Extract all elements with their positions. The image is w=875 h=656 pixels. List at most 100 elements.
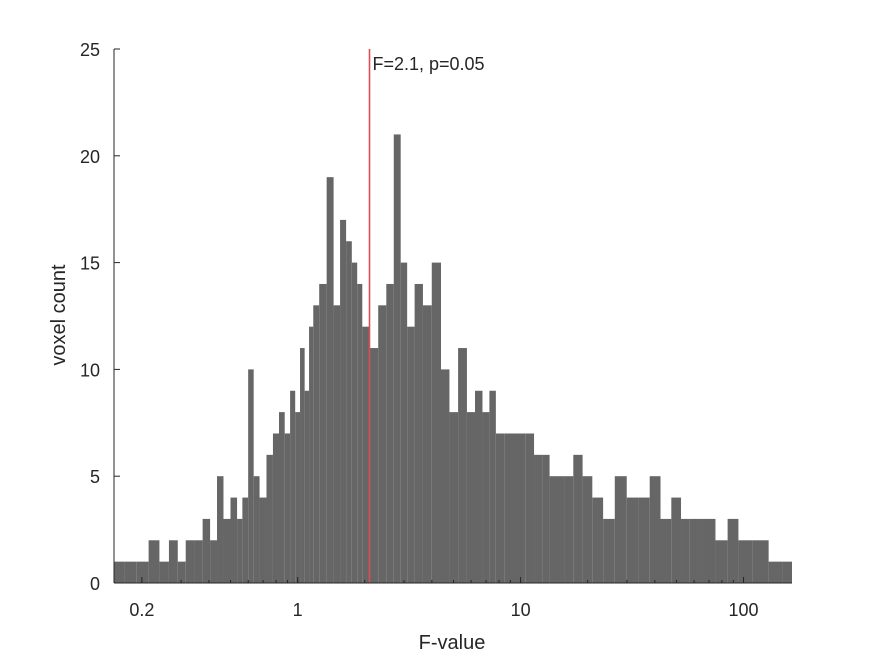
- histogram-bar: [582, 476, 593, 583]
- histogram-bar: [114, 561, 125, 583]
- histogram-bar: [727, 518, 739, 583]
- histogram-bar: [369, 348, 379, 583]
- histogram-bar: [168, 540, 178, 583]
- histogram-bar: [542, 454, 550, 583]
- y-tick-label: 25: [80, 40, 100, 60]
- y-axis-label: voxel count: [48, 264, 70, 366]
- histogram-bar: [738, 540, 753, 583]
- histogram-bar: [431, 262, 442, 583]
- histogram-bar: [340, 219, 347, 583]
- histogram-bar: [346, 241, 352, 584]
- y-tick-label: 10: [80, 360, 100, 380]
- histogram-bar: [689, 518, 702, 583]
- histogram-bar: [202, 518, 211, 583]
- histogram-bar: [414, 283, 423, 583]
- x-axis-label: F-value: [419, 632, 486, 654]
- histogram-bars: [114, 134, 792, 584]
- histogram-bar: [194, 540, 203, 583]
- histogram-bar: [290, 390, 296, 583]
- histogram-bar: [295, 412, 301, 583]
- histogram-bar: [564, 476, 574, 583]
- histogram-bar: [701, 518, 716, 583]
- histogram-bar: [159, 561, 169, 583]
- histogram-bar: [495, 433, 505, 583]
- histogram-bar: [466, 412, 476, 583]
- histogram-bar: [534, 454, 543, 583]
- y-tick-label: 0: [90, 574, 100, 594]
- histogram-bar: [515, 433, 526, 583]
- histogram-bar: [284, 433, 291, 583]
- histogram-bar: [351, 262, 358, 583]
- histogram-bar: [210, 540, 218, 583]
- histogram-bar: [319, 283, 327, 583]
- x-tick-label: 0.2: [129, 600, 154, 620]
- histogram-bar: [242, 497, 249, 583]
- histogram-bar: [573, 454, 583, 583]
- histogram-bar: [253, 476, 260, 583]
- x-tick-label: 1: [293, 600, 303, 620]
- x-tick-label: 10: [511, 600, 531, 620]
- histogram-bar: [649, 476, 661, 583]
- histogram-bar: [333, 305, 341, 583]
- histogram-bar: [362, 326, 370, 583]
- histogram-bar: [177, 561, 186, 583]
- histogram-bar: [272, 433, 279, 583]
- histogram-bar: [237, 518, 243, 583]
- histogram-bar: [357, 283, 363, 583]
- histogram-bar: [614, 476, 627, 583]
- x-tick-label: 100: [728, 600, 758, 620]
- histogram-bar: [592, 497, 604, 583]
- y-tick-label: 5: [90, 467, 100, 487]
- histogram-bar: [422, 305, 432, 583]
- histogram-bar: [400, 262, 408, 583]
- histogram-bar: [217, 476, 224, 583]
- histogram-bar: [441, 369, 450, 583]
- threshold-label: F=2.1, p=0.05: [372, 54, 484, 74]
- histogram-bar: [603, 518, 615, 583]
- histogram-bar: [715, 540, 728, 583]
- histogram-bar: [300, 348, 305, 583]
- histogram-bar: [752, 540, 769, 583]
- histogram-bar: [626, 497, 639, 583]
- histogram-bar: [279, 412, 285, 583]
- histogram-bar: [638, 497, 650, 583]
- histogram-bar: [671, 497, 682, 583]
- histogram-bar: [525, 433, 535, 583]
- histogram-bar: [223, 518, 231, 583]
- axes: 0 5 10 15 20 25 0.2 1 10 100: [80, 40, 792, 620]
- histogram-bar: [449, 412, 459, 583]
- histogram-bar: [458, 348, 467, 583]
- y-tick-label: 15: [80, 254, 100, 274]
- histogram-bar: [407, 326, 415, 583]
- histogram-bar: [185, 540, 195, 583]
- histogram-bar: [124, 561, 137, 583]
- histogram-bar: [482, 412, 490, 583]
- histogram-bar: [489, 390, 496, 583]
- histogram-bar: [393, 134, 401, 583]
- histogram-bar: [475, 390, 483, 583]
- histogram-bar: [230, 497, 238, 583]
- y-axis-ticks: 0 5 10 15 20 25: [80, 40, 120, 594]
- histogram-bar: [148, 540, 160, 583]
- histogram-bar: [556, 476, 565, 583]
- histogram-bar: [266, 454, 273, 583]
- histogram-bar: [782, 561, 792, 583]
- x-axis-ticks: 0.2 1 10 100: [129, 577, 759, 620]
- threshold-marker: F=2.1, p=0.05: [368, 49, 485, 583]
- histogram-bar: [386, 283, 394, 583]
- histogram-bar: [549, 476, 557, 583]
- histogram-bar: [248, 369, 254, 583]
- histogram-bar: [681, 518, 690, 583]
- histogram-bar: [304, 390, 310, 583]
- histogram-bar: [378, 305, 387, 583]
- histogram-bar: [660, 518, 672, 583]
- histogram-bar: [768, 561, 783, 583]
- y-tick-label: 20: [80, 147, 100, 167]
- histogram-bar: [309, 326, 314, 583]
- histogram-bar: [136, 561, 149, 583]
- histogram-bar: [313, 305, 320, 583]
- histogram-bar: [326, 177, 334, 583]
- histogram-bar: [259, 497, 267, 583]
- histogram-bar: [504, 433, 516, 583]
